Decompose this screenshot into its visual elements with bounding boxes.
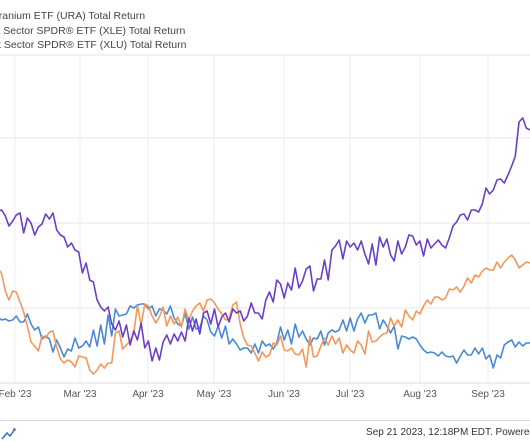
legend: Global X Uranium ETF (URA) Total Return …	[0, 9, 530, 53]
x-tick-label: Jun '23	[268, 389, 300, 400]
legend-label: Energy Select Sector SPDR® ETF (XLE) Tot…	[0, 24, 186, 37]
line-chart: Feb '23 Mar '23 Apr '23 May '23 Jun '23 Jul '…	[0, 54, 530, 400]
x-tick-label: Mar '23	[63, 389, 96, 400]
x-tick-label: Sep '23	[471, 389, 505, 400]
legend-item-xlu[interactable]: Utilities Select Sector SPDR® ETF (XLU) …	[0, 38, 530, 53]
x-tick-label: Jul '23	[336, 389, 365, 400]
x-tick-label: May '23	[197, 389, 232, 400]
legend-item-xle[interactable]: Energy Select Sector SPDR® ETF (XLE) Tot…	[0, 24, 530, 39]
footer: Sep 21 2023, 12:18PM EDT. Powered by YCH…	[0, 420, 530, 442]
x-tick-label: Aug '23	[403, 389, 437, 400]
legend-label: Utilities Select Sector SPDR® ETF (XLU) …	[0, 39, 187, 51]
legend-label: Global X Uranium ETF (URA) Total Return	[0, 10, 146, 22]
series-line[interactable]	[0, 303, 530, 369]
ycharts-logo-icon	[1, 428, 16, 440]
series-line[interactable]	[0, 254, 530, 375]
footer-attribution: Sep 21 2023, 12:18PM EDT. Powered by YCH…	[366, 427, 530, 438]
legend-item-ura[interactable]: Global X Uranium ETF (URA) Total Return	[0, 9, 530, 24]
series-line[interactable]	[0, 117, 530, 362]
x-tick-label: Feb '23	[0, 389, 32, 400]
x-tick-label: Apr '23	[132, 389, 164, 400]
